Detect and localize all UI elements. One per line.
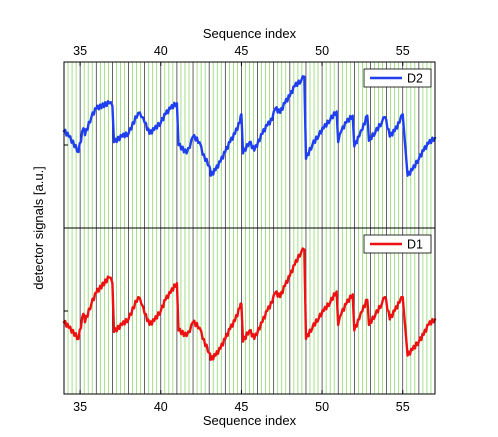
bottom-axis-tick-label: 35 [73,400,87,414]
top-axis-tick-label: 35 [73,44,87,58]
panel-bottom: D1 [62,227,437,395]
top-axis-tick-label: 50 [315,44,329,58]
legend-d2: D2 [363,68,432,88]
bottom-axis-tick-label: 50 [315,400,329,414]
bottom-axis-tick-label: 55 [396,400,410,414]
legend-d1: D1 [363,234,432,254]
y-axis-title: detector signals [a.u.] [31,166,46,290]
bottom-axis: 35 40 45 50 55 [73,390,410,414]
top-axis: 35 40 45 50 55 [73,44,410,66]
legend-d1-label: D1 [407,238,423,252]
bottom-axis-title: Sequence index [203,413,297,428]
top-axis-tick-label: 55 [396,44,410,58]
top-axis-tick-label: 40 [154,44,168,58]
panel-bottom-frame [63,227,436,395]
top-axis-tick-label: 45 [234,44,248,58]
series-d2 [62,75,437,177]
top-axis-title: Sequence index [203,26,297,41]
bottom-axis-tick-label: 45 [234,400,248,414]
series-line-d2 [62,75,437,177]
bottom-axis-tick-label: 40 [154,400,168,414]
series-d1 [62,247,437,361]
series-line-d1 [62,247,437,361]
legend-d2-label: D2 [407,72,423,86]
panel-top: D2 [62,61,437,229]
grid-top [63,62,436,228]
